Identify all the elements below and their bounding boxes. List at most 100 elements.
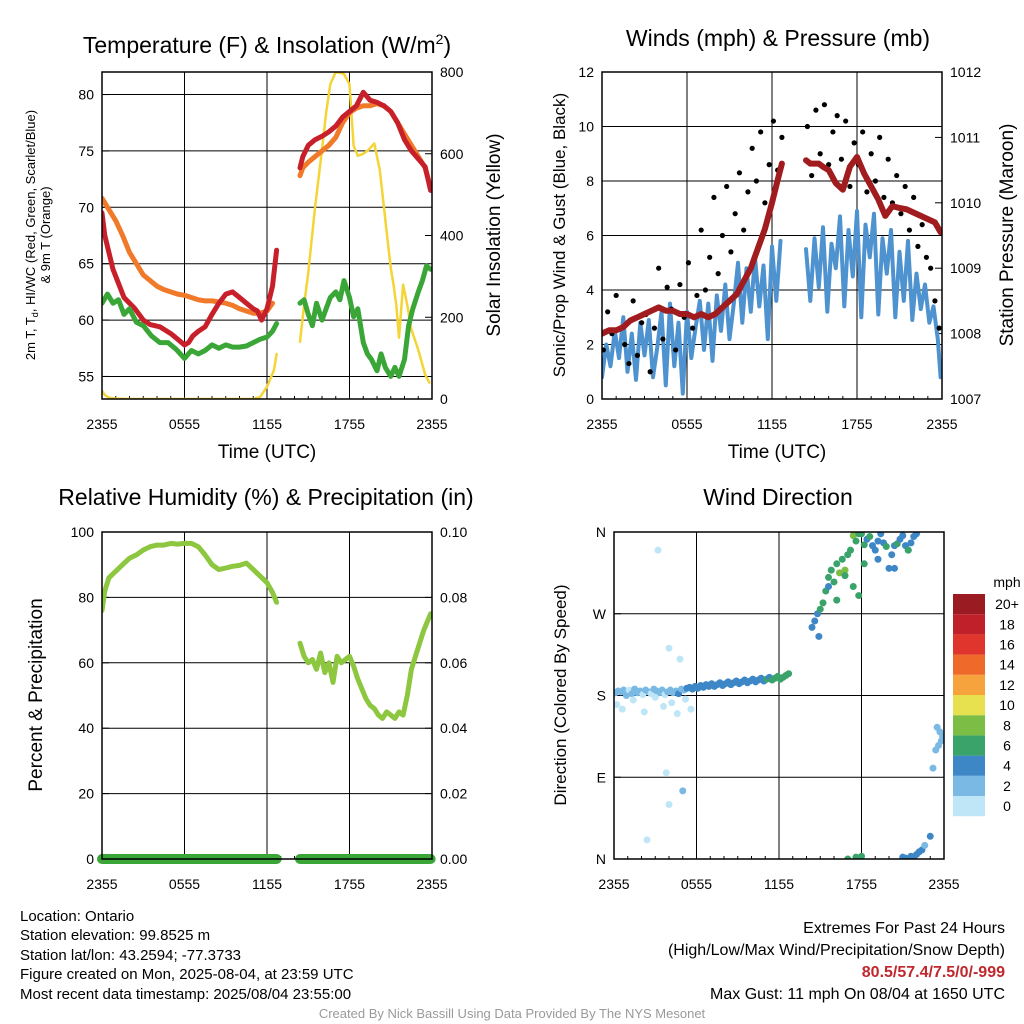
gust-point [766, 162, 772, 168]
x-tick-label: 2355 [416, 876, 447, 892]
gust-point [906, 227, 913, 233]
gust-point [902, 183, 908, 190]
series-line-station-pressure [803, 154, 942, 236]
gust-point [779, 134, 785, 140]
y-label-line-1b: , HI/WC (Red, Green, Scarlet/Blue) [23, 110, 38, 312]
y-tick-label-left: 75 [78, 143, 94, 159]
colorbar-swatch [953, 735, 985, 756]
y-tick-label-right: 600 [440, 146, 464, 162]
gust-point [690, 325, 696, 331]
x-tick-label: 1155 [252, 876, 282, 892]
direction-point [852, 537, 860, 545]
gust-point [634, 352, 641, 358]
x-tick-label: 1155 [764, 876, 794, 892]
direction-point [640, 708, 648, 716]
y-tick-label-right: 0.08 [440, 589, 467, 605]
direction-point [841, 566, 849, 574]
direction-point [833, 596, 841, 604]
colorbar-swatch [953, 755, 985, 776]
plot-frame [601, 71, 943, 400]
y-tick-label-left: N [596, 524, 606, 540]
x-tick-label: 1155 [757, 416, 787, 432]
chart-panel-2: 2355 0555 1155 1755 235502468101210071008100… [550, 25, 1018, 463]
gust-point [885, 156, 891, 162]
gust-point [877, 134, 883, 140]
gust-point [724, 183, 730, 190]
direction-point [871, 546, 879, 554]
gust-point [719, 232, 726, 239]
direction-point [888, 551, 896, 559]
series-line-2m-t [297, 89, 432, 193]
gust-point [894, 172, 900, 179]
gust-point [673, 347, 679, 353]
direction-point [676, 655, 684, 663]
y-tick-label-left: 80 [78, 589, 94, 605]
direction-point [679, 787, 687, 795]
y-tick-label-right: 1010 [950, 195, 981, 211]
colorbar-label: 0 [1003, 798, 1011, 814]
gust-point [830, 129, 836, 135]
y-tick-label-right: 0.00 [440, 851, 467, 867]
extremes-title: Extremes For Past 24 Hours [803, 920, 1005, 937]
direction-point [620, 686, 628, 694]
y-tick-label-left: 8 [586, 173, 594, 189]
direction-point [847, 546, 854, 554]
direction-point [660, 702, 667, 710]
y-tick-label-left: 4 [586, 282, 594, 298]
direction-point [913, 532, 920, 538]
y-tick-label-left: 80 [78, 87, 94, 103]
y-tick-label-left: E [597, 769, 606, 785]
direction-point [904, 546, 912, 554]
gust-point [605, 309, 611, 315]
y-tick-label-left: 60 [78, 312, 94, 328]
gust-point [868, 151, 874, 157]
gust-point [728, 249, 734, 255]
gust-point [847, 183, 853, 190]
plot-frame [101, 531, 433, 860]
direction-point [902, 854, 909, 859]
direction-point [682, 695, 689, 703]
colorbar-label: 8 [1003, 717, 1011, 733]
y-tick-label-left: 12 [578, 64, 594, 80]
station-location: Location: Ontario [20, 908, 135, 925]
gust-point [928, 265, 934, 271]
direction-point [836, 569, 843, 577]
direction-point [668, 699, 676, 707]
station-latlon: Station lat/lon: 43.2594; -77.3733 [20, 946, 242, 964]
y-tick-label-left: S [597, 688, 606, 704]
colorbar-swatch [953, 796, 985, 817]
direction-point [825, 573, 832, 581]
y-tick-label-right: 200 [440, 309, 464, 325]
y-tick-label-left: 40 [78, 720, 94, 736]
gust-point [851, 140, 857, 146]
y-axis-label-right: Station Pressure (Maroon) [997, 124, 1018, 347]
y-label-subscript: d [30, 312, 40, 317]
gust-point [664, 284, 670, 290]
y-tick-label-right: 1008 [950, 326, 981, 342]
series-line-station-pressure [602, 160, 785, 337]
colorbar-swatch [953, 674, 985, 695]
x-axis-label: Time (UTC) [218, 442, 317, 463]
gust-point [745, 189, 751, 195]
figure-created: Figure created on Mon, 2025-08-04, at 23… [20, 966, 354, 984]
gust-point [711, 194, 717, 200]
direction-point [643, 836, 651, 844]
y-tick-label-right: 0 [440, 391, 448, 407]
gust-point [698, 227, 704, 233]
gust-point [741, 227, 747, 233]
y-tick-label-right: 1012 [950, 64, 981, 80]
direction-point [830, 578, 838, 586]
direction-point [926, 832, 934, 840]
x-tick-label: 2355 [586, 416, 617, 432]
gust-point [911, 194, 917, 200]
gust-point [898, 211, 904, 217]
x-tick-label: 1755 [841, 416, 872, 432]
extremes-values: 80.5/57.4/7.5/0/-999 [861, 964, 1005, 981]
gust-point [881, 194, 887, 200]
max-gust: Max Gust: 11 mph On 08/04 at 1650 UTC [710, 986, 1005, 1003]
direction-point [665, 644, 673, 652]
direction-point [622, 692, 630, 699]
chart-title: Relative Humidity (%) & Precipitation (i… [58, 484, 473, 510]
direction-point [874, 537, 882, 545]
direction-point [651, 693, 659, 701]
